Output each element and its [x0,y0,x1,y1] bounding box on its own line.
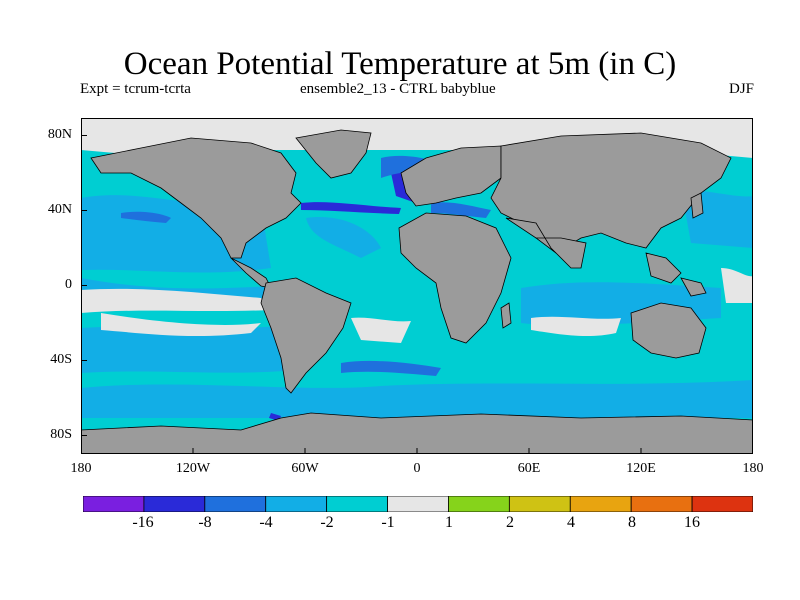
colorbar-label-4: 4 [567,514,575,531]
lon-label-120e: 120E [626,461,656,476]
madagascar-land [500,302,512,329]
japan-land [690,192,704,219]
lat-label-0: 0 [65,277,72,292]
experiment-label: Expt = tcrum-tcrta [80,81,191,97]
lon-label-180e: 180 [742,461,764,476]
europe-land [400,145,502,207]
colorbar-label-m16: -16 [132,514,154,531]
south-pacific-band [81,323,311,373]
lat-label-80n: 80N [47,127,72,142]
lat-label-80s: 80S [50,427,72,442]
greenland-land [295,129,372,179]
southern-ocean-band [81,380,753,418]
colorbar-label-2: 2 [506,514,514,531]
colorbar-swatch-5 [387,496,449,512]
north-pacific-anomaly [121,211,171,223]
north-atlantic-band [306,217,381,258]
colorbar-label-16: 16 [684,514,700,531]
colorbar-label-m1: -1 [381,514,395,531]
asia-land [490,132,732,254]
lat-label-40s: 40S [50,352,72,367]
lon-label-60e: 60E [517,461,541,476]
antarctica-land [81,412,753,454]
lat-label-40n: 40N [47,202,72,217]
lon-label-120w: 120W [175,461,211,476]
world-temperature-map [81,118,753,454]
lon-label-180w: 180 [70,461,92,476]
south-asia-land [505,217,587,269]
colorbar-label-m8: -8 [198,514,212,531]
south-atlantic-anomaly [341,360,441,376]
west-pacific-white [721,268,753,303]
colorbar-swatch-4 [326,496,388,512]
colorbar [83,496,753,512]
colorbar-label-8: 8 [628,514,636,531]
colorbar-swatch-8 [569,496,632,512]
colorbar-label-1: 1 [445,514,453,531]
new-guinea-land [680,277,707,297]
mediterranean-anomaly [431,202,491,218]
map-title: Ocean Potential Temperature at 5m (in C) [123,46,677,82]
south-equatorial-white [101,313,261,337]
colorbar-swatch-9 [630,496,693,512]
south-america-land [260,277,352,394]
north-america-land [90,137,302,259]
maritime-continent-land [645,252,682,284]
equatorial-pacific-white [81,288,271,313]
colorbar-swatch-3 [265,496,328,512]
colorbar-swatch-1 [143,496,206,512]
colorbar-label-m2: -2 [320,514,334,531]
lon-label-0: 0 [413,461,421,476]
ensemble-label: ensemble2_13 - CTRL babyblue [300,81,496,97]
colorbar-swatch-6 [448,496,510,512]
gulf-stream-anomaly [301,202,401,214]
australia-land [630,302,707,359]
africa-land [398,212,512,344]
lon-label-60w: 60W [291,461,319,476]
map-ticks [81,135,642,454]
indian-white [531,316,621,337]
colorbar-swatch-10 [691,496,753,512]
colorbar-swatch-0 [83,496,145,512]
south-atlantic-white [351,317,411,343]
colorbar-swatch-2 [204,496,267,512]
season-label: DJF [728,81,754,97]
colorbar-swatch-7 [508,496,571,512]
colorbar-label-m4: -4 [259,514,273,531]
